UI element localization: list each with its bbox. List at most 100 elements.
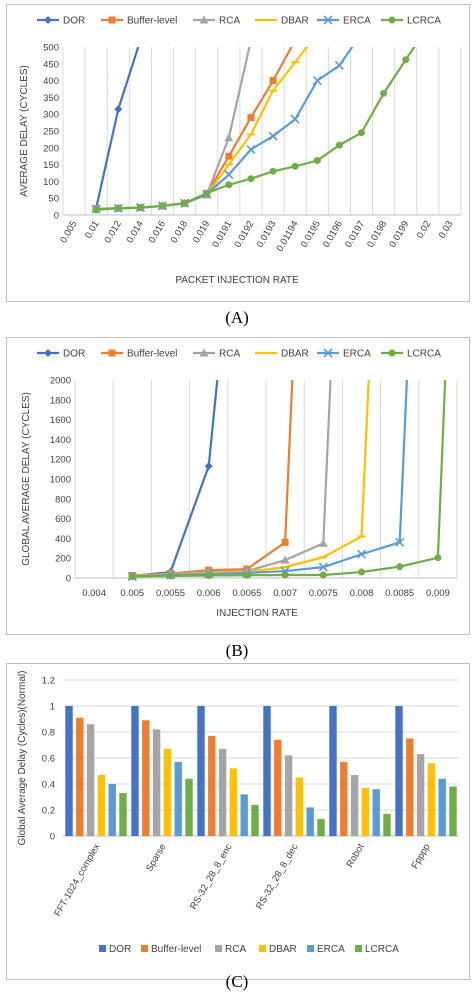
x-axis-title: PACKET INJECTION RATE — [175, 275, 299, 286]
x-tick-label: 0.0085 — [385, 588, 414, 599]
x-tick-label: Fpppp — [410, 842, 433, 871]
x-tick-label: 0.0065 — [232, 588, 261, 599]
data-point — [114, 105, 123, 114]
x-tick-label: 0.019 — [191, 219, 212, 245]
bar — [274, 739, 282, 836]
x-tick-label: 0.0197 — [343, 219, 367, 250]
legend-swatch — [307, 945, 314, 952]
bar — [306, 807, 314, 836]
legend: DOR Buffer-level RCA DBAR ERCA LCRCA — [37, 348, 441, 360]
series-lcrca — [92, 47, 416, 214]
legend-label: DBAR — [281, 16, 309, 27]
legend-label: Buffer-level — [151, 944, 201, 955]
bar — [251, 804, 259, 836]
y-tick-label: 0.2 — [42, 806, 55, 817]
y-tick-label: 0 — [66, 574, 71, 585]
data-point — [358, 568, 365, 576]
normalized-delay-bar-chart: 0 0.2 0.4 0.6 0.8 1 1.2 FFT-1024_complex Sparse R… — [17, 671, 459, 955]
y-axis-title: GLOBAL AVERAGE DELAY (CYCLES) — [21, 392, 32, 566]
legend-marker — [108, 16, 116, 24]
legend-label: DBAR — [281, 349, 309, 360]
data-point — [335, 141, 343, 149]
caption-b: (B) — [225, 641, 249, 660]
data-point — [225, 152, 233, 160]
bar — [142, 720, 150, 836]
bar — [197, 706, 205, 836]
series-line — [132, 380, 294, 577]
data-point — [224, 170, 234, 180]
x-tick-label: 0.014 — [125, 219, 146, 245]
bar — [208, 735, 216, 836]
grid — [74, 380, 458, 578]
legend-marker — [323, 348, 333, 358]
data-point — [247, 114, 255, 122]
data-point — [247, 175, 255, 183]
x-tick-label: 0.0193 — [255, 219, 279, 250]
data-point — [358, 129, 365, 137]
y-tick-label: 250 — [43, 127, 59, 138]
data-point — [356, 549, 367, 559]
bar-group — [131, 706, 193, 836]
legend-marker — [388, 349, 396, 357]
delay-vs-packet-injection-chart: DOR Buffer-level RCA DBAR ERCA LCRCA 0 50 100 150… — [19, 15, 462, 286]
y-tick-label: 1600 — [50, 415, 71, 426]
bar-group — [395, 706, 457, 836]
bar — [131, 706, 139, 836]
x-tick-label: 0.0055 — [156, 588, 185, 599]
bar — [263, 706, 271, 836]
bar — [174, 761, 182, 836]
legend: DOR Buffer-level RCA DBAR ERCA LCRCA — [37, 15, 441, 27]
data-point — [167, 572, 174, 580]
bar-group — [197, 706, 259, 836]
bar — [449, 786, 457, 836]
legend-label: LCRCA — [407, 16, 441, 27]
bar — [406, 738, 414, 836]
x-tick-label: 0.03 — [437, 219, 456, 241]
data-point — [312, 76, 322, 86]
bar — [76, 717, 84, 836]
data-point — [396, 563, 404, 571]
data-point — [128, 573, 136, 581]
series-line — [132, 380, 219, 578]
x-tick-label: 0.0191 — [210, 219, 234, 250]
series-line — [132, 380, 447, 578]
y-tick-label: 1400 — [50, 435, 71, 446]
bar — [65, 706, 73, 836]
series-buffer-level — [92, 47, 293, 213]
legend-swatch — [259, 945, 266, 952]
data-point — [269, 167, 277, 175]
y-tick-label: 150 — [43, 160, 59, 171]
data-point — [181, 199, 189, 207]
bar — [329, 706, 337, 836]
x-tick-label: 0.006 — [197, 588, 221, 599]
data-point — [395, 537, 405, 547]
y-tick-label: 0.8 — [42, 728, 55, 739]
chart-panel-c: 0 0.2 0.4 0.6 0.8 1 1.2 FFT-1024_complex Sparse R… — [6, 663, 470, 980]
grid — [63, 679, 459, 837]
x-tick-label: 0.02 — [415, 219, 434, 241]
y-tick-label: 2000 — [50, 376, 71, 387]
x-tick-label: 0.01 — [83, 219, 102, 241]
x-tick-label: Robot — [344, 842, 366, 870]
x-tick-label: 0.009 — [426, 588, 450, 599]
series-lcrca — [128, 380, 447, 581]
bar — [185, 778, 193, 836]
y-tick-label: 0 — [50, 832, 55, 843]
data-point — [281, 571, 289, 579]
y-tick-label: 0.4 — [42, 780, 55, 791]
data-point — [225, 181, 233, 189]
y-tick-label: 300 — [43, 110, 59, 121]
bar — [372, 789, 380, 836]
grid — [62, 47, 462, 215]
legend-label: ERCA — [317, 944, 345, 955]
bar — [119, 793, 127, 836]
y-tick-label: 200 — [43, 143, 59, 154]
legend-label: RCA — [219, 349, 240, 360]
data-point — [318, 538, 328, 547]
x-tick-label: 0.0196 — [321, 219, 345, 250]
bar — [416, 754, 425, 836]
data-point — [280, 555, 290, 564]
bar — [427, 763, 436, 836]
x-tick-label: 0.004 — [82, 588, 106, 599]
data-point — [434, 554, 442, 562]
